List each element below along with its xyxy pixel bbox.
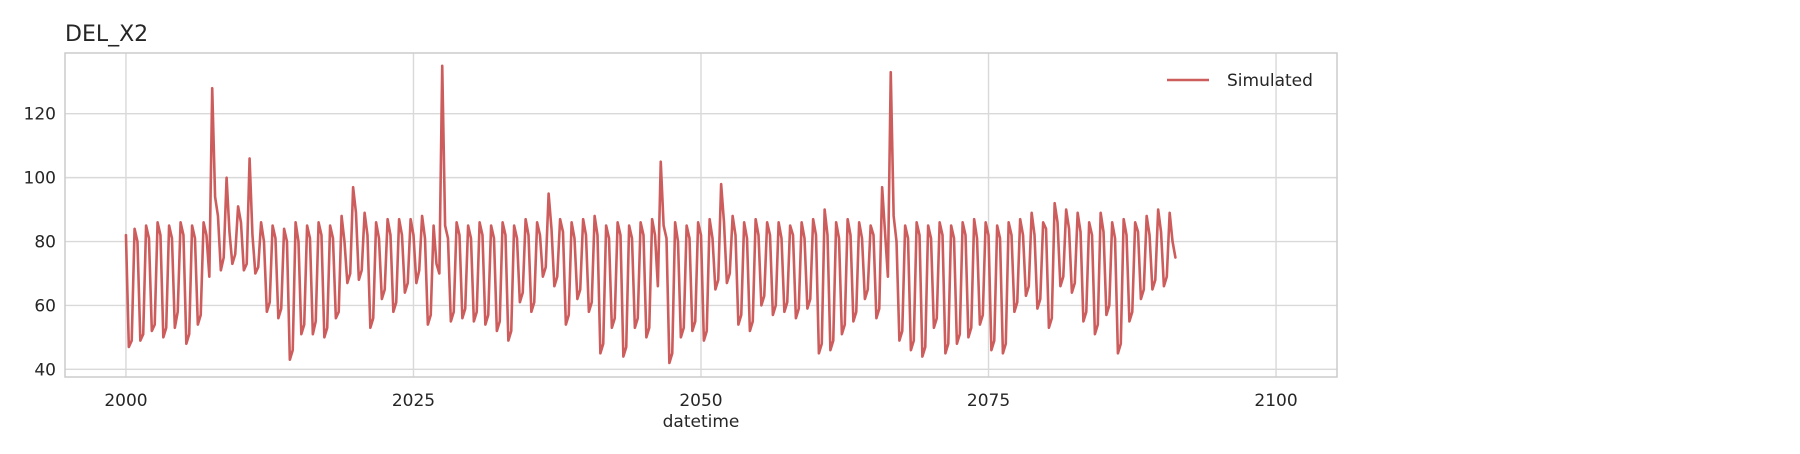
tick-labels: 2000 2025 2050 2075 2100 40 60 80 100 120 [24,105,1298,411]
x-tick-label: 2025 [392,391,435,411]
x-tick-label: 2000 [104,391,147,411]
x-tick-label: 2050 [679,391,722,411]
y-tick-label: 100 [24,169,56,189]
series-line-simulated [124,64,1177,365]
grid [65,53,1337,377]
y-tick-label: 40 [34,360,56,380]
legend-label-simulated: Simulated [1227,71,1313,91]
chart-title: DEL_X2 [65,22,148,47]
y-tick-label: 60 [34,296,56,316]
x-tick-label: 2075 [967,391,1010,411]
plot-frame [64,52,1338,378]
y-tick-label: 120 [24,105,56,125]
x-axis-title: datetime [663,412,740,432]
x-tick-label: 2100 [1254,391,1297,411]
y-tick-label: 80 [34,233,56,253]
legend: Simulated [1167,71,1313,91]
